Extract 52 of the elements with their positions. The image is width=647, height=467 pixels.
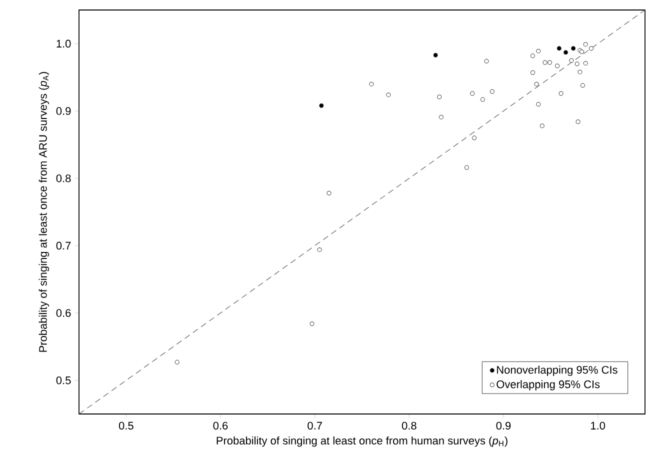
legend-label: Nonoverlapping 95% CIs [497, 366, 618, 376]
point [534, 82, 539, 86]
point [555, 64, 560, 68]
point [438, 114, 444, 120]
y-tick-label: 0.7 [56, 242, 71, 250]
point [583, 42, 588, 47]
point [310, 322, 314, 326]
point [386, 92, 391, 98]
y-tick-label: 0.5 [56, 376, 71, 384]
point [174, 360, 180, 364]
point [569, 58, 574, 63]
y-tick-label: 0.8 [56, 174, 71, 182]
point [578, 70, 582, 74]
point [472, 136, 477, 140]
y-tick-label: 0.9 [56, 107, 71, 115]
point [480, 97, 485, 102]
point [540, 124, 544, 128]
point [470, 91, 475, 96]
point [326, 190, 332, 196]
point [580, 83, 585, 88]
x-tick-label: 0.9 [496, 422, 511, 430]
point [542, 60, 548, 65]
point [490, 89, 494, 94]
point [484, 58, 489, 64]
y-tick-label: 1.0 [56, 40, 71, 48]
legend-label: Overlapping 95% CIs [496, 380, 600, 390]
x-tick-label: 0.7 [308, 422, 322, 430]
point [556, 46, 562, 51]
point [536, 48, 541, 54]
point [576, 120, 580, 124]
point [317, 247, 322, 252]
point [558, 91, 564, 96]
y-tick-label: 0.6 [56, 309, 71, 317]
point [464, 165, 469, 170]
point [437, 94, 442, 100]
x-tick-label: 0.6 [213, 422, 228, 430]
point [588, 46, 594, 51]
point [536, 102, 541, 107]
point [571, 46, 576, 51]
point [369, 82, 374, 86]
x-tick-label: 1.0 [591, 422, 606, 430]
point [433, 52, 438, 58]
point [530, 54, 535, 58]
point [564, 50, 568, 55]
x-axis-title: Probability of singing at least once from human surveys (p$_{H}$) [216, 436, 508, 447]
point [574, 62, 580, 66]
point [583, 60, 588, 66]
point [530, 70, 535, 75]
point [319, 103, 324, 108]
x-tick-label: 0.8 [402, 422, 416, 430]
x-tick-label: 0.5 [118, 422, 134, 430]
point [547, 60, 552, 65]
